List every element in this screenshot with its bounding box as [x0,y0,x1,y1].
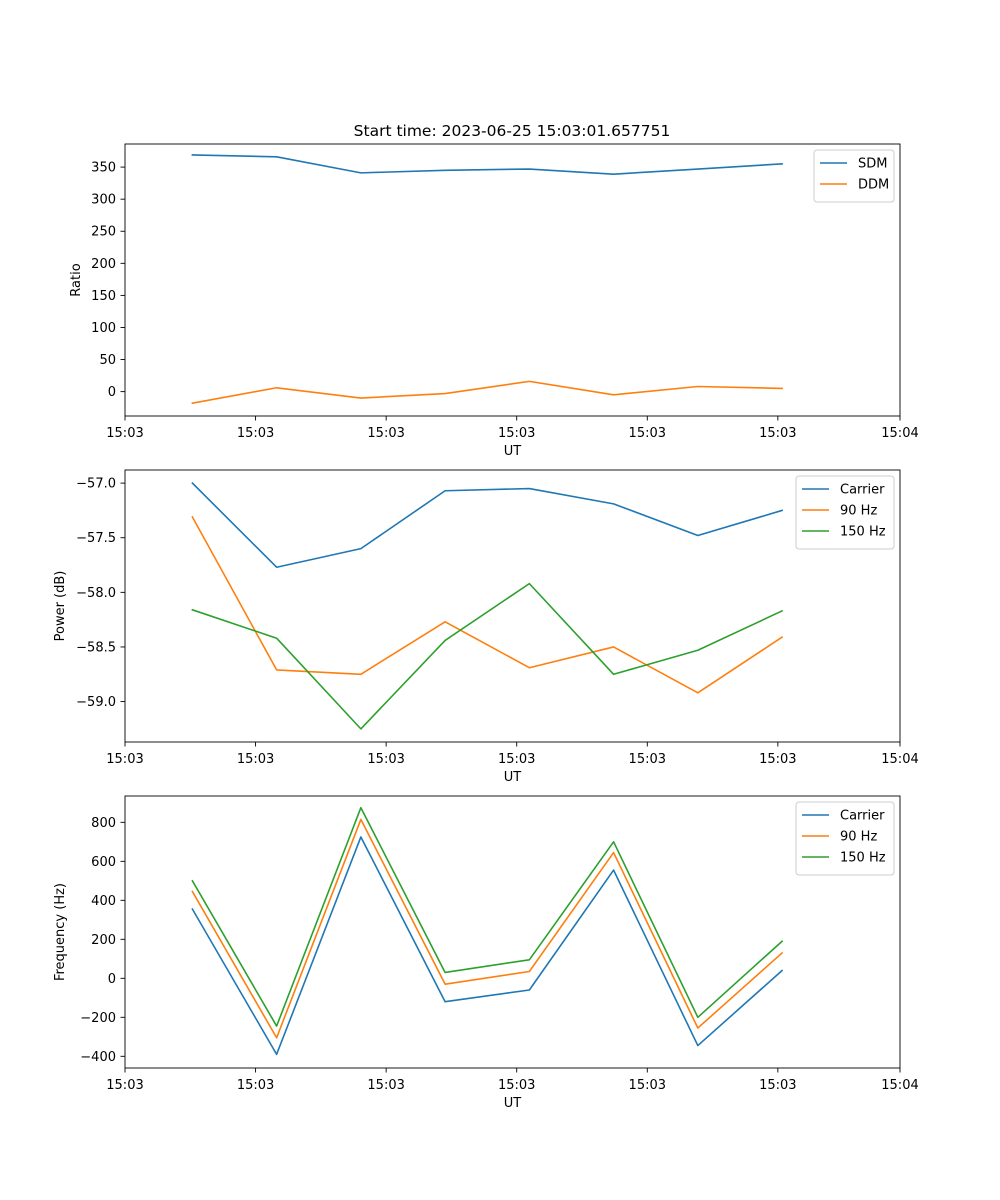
series-line-sdm [191,154,783,175]
x-tick-label: 15:03 [237,426,274,441]
power-panel: 15:03 15:03 15:03 15:03 15:03 15:03 15:04 −59.0… [53,469,919,785]
legend-label: 90 Hz [840,830,877,845]
y-tick-label: 200 [91,933,116,948]
series-line-ddm [191,380,783,405]
y-tick-label: −57.0 [76,477,116,492]
x-tick-label: 15:03 [498,426,535,441]
y-tick-label: −58.0 [76,586,116,601]
legend-label: Carrier [840,809,885,824]
x-tick-label: 15:03 [498,752,535,767]
legend: Carrier 90 Hz 150 Hz [795,801,895,876]
series-line-90-hz [191,818,784,1039]
x-tick-label: 15:03 [106,426,143,441]
series-line-carrier [191,481,784,569]
y-axis-label: Ratio [69,263,84,296]
axes-frame [124,795,901,1069]
series-line-150-hz [191,806,784,1027]
subplots: 15:03 15:03 15:03 15:03 15:03 15:03 15:04 0 50 10… [53,143,919,1111]
y-tick-label: −200 [80,1011,116,1026]
x-axis-label: UT [504,444,522,459]
x-tick-label: 15:03 [759,426,796,441]
series-line-carrier [191,836,784,1056]
legend-label: SDM [858,157,887,172]
series-line-90-hz [191,515,784,694]
y-axis-label: Frequency (Hz) [53,883,68,981]
legend-label: DDM [858,178,889,193]
x-tick-label: 15:03 [367,426,404,441]
x-tick-label: 15:03 [367,1078,404,1093]
x-tick-label: 15:03 [367,752,404,767]
y-tick-label: 800 [91,816,116,831]
x-tick-label: 15:03 [106,1078,143,1093]
legend-label: 150 Hz [840,525,886,540]
y-tick-label: 200 [91,257,116,272]
x-tick-label: 15:03 [629,1078,666,1093]
y-tick-label: 400 [91,894,116,909]
y-tick-label: −58.5 [76,640,116,655]
x-tick-label: 15:03 [629,426,666,441]
y-tick-label: 150 [91,289,116,304]
series-line-150-hz [191,582,784,730]
legend-label: 90 Hz [840,504,877,519]
ratio-panel: 15:03 15:03 15:03 15:03 15:03 15:03 15:04 0 50 10… [69,143,919,459]
x-tick-label: 15:03 [237,752,274,767]
x-tick-label: 15:04 [881,426,918,441]
x-tick-label: 15:03 [498,1078,535,1093]
x-axis-label: UT [504,770,522,785]
frequency-panel: 15:03 15:03 15:03 15:03 15:03 15:03 15:04 −400 −… [53,795,919,1111]
y-tick-label: 350 [91,161,116,176]
y-tick-label: −57.5 [76,531,116,546]
legend-label: 150 Hz [840,851,886,866]
x-tick-label: 15:03 [106,752,143,767]
x-tick-label: 15:03 [759,1078,796,1093]
y-tick-label: 300 [91,193,116,208]
y-tick-label: 600 [91,855,116,870]
y-tick-label: 250 [91,225,116,240]
legend-label: Carrier [840,483,885,498]
x-tick-label: 15:04 [881,1078,918,1093]
y-tick-label: −59.0 [76,695,116,710]
x-tick-label: 15:03 [629,752,666,767]
legend: Carrier 90 Hz 150 Hz [795,475,895,550]
y-tick-label: 100 [91,321,116,336]
y-tick-label: −400 [80,1050,116,1065]
axes-frame [124,143,901,417]
axes-frame [124,469,901,743]
legend: SDM DDM [813,149,895,203]
x-tick-label: 15:03 [237,1078,274,1093]
x-tick-label: 15:03 [759,752,796,767]
y-tick-label: 0 [108,972,116,987]
figure-title: Start time: 2023-06-25 15:03:01.657751 [354,122,671,140]
y-tick-label: 50 [99,353,116,368]
y-tick-label: 0 [108,385,116,400]
y-axis-label: Power (dB) [53,571,68,642]
x-tick-label: 15:04 [881,752,918,767]
x-axis-label: UT [504,1096,522,1111]
